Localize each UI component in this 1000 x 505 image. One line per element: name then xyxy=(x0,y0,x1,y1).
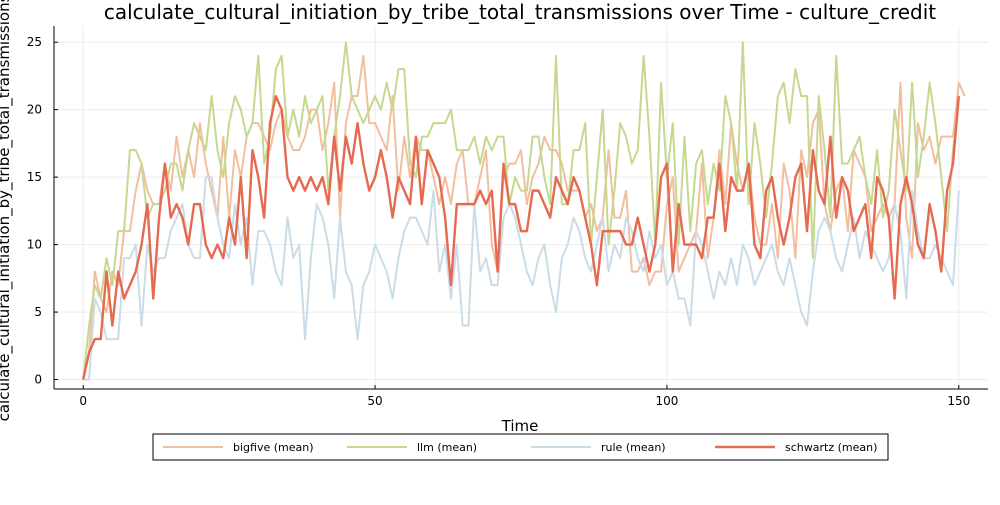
y-tick-label: 25 xyxy=(27,35,42,49)
x-tick-label: 50 xyxy=(367,394,382,408)
x-tick-label: 100 xyxy=(655,394,678,408)
y-tick-label: 20 xyxy=(27,103,42,117)
chart-title: calculate_cultural_initiation_by_tribe_t… xyxy=(104,0,936,24)
legend-box xyxy=(152,433,889,461)
y-tick-label: 15 xyxy=(27,170,42,184)
legend-label: llm (mean) xyxy=(417,441,477,454)
legend: bigfive (mean) llm (mean) rule (mean) schwa… xyxy=(152,433,889,461)
x-axis-label: Time xyxy=(501,417,539,435)
y-tick-label: 5 xyxy=(34,305,42,319)
x-tick-label: 150 xyxy=(947,394,970,408)
axes: 0 50 100 150 0 5 10 15 20 25 xyxy=(27,26,988,408)
x-tick-label: 0 xyxy=(79,394,87,408)
y-axis-label: calculate_cultural_initiation_by_tribe_t… xyxy=(0,0,14,421)
legend-label: schwartz (mean) xyxy=(785,441,877,454)
y-tick-label: 10 xyxy=(27,238,42,252)
y-tick-label: 0 xyxy=(34,373,42,387)
series-line-rule xyxy=(83,176,960,381)
legend-label: bigfive (mean) xyxy=(233,441,314,454)
legend-label: rule (mean) xyxy=(601,441,666,454)
series-line-schwartz xyxy=(82,94,961,380)
series-group xyxy=(82,41,966,381)
series-line-llm xyxy=(82,41,960,380)
